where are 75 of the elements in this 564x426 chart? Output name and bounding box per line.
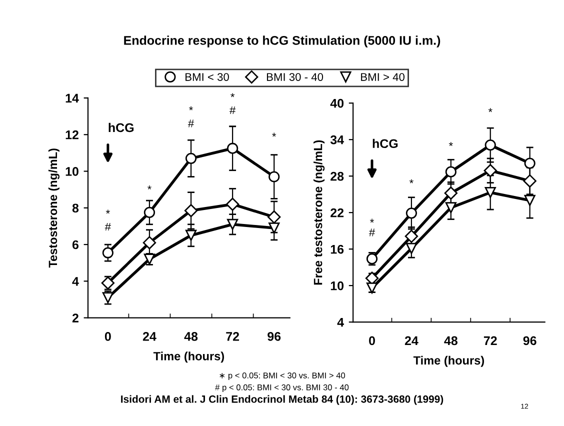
x-tick-label: 24	[404, 336, 418, 346]
x-axis-title: Time (hours)	[413, 356, 484, 367]
y-tick-label: 22	[330, 208, 344, 218]
y-tick-label: 2	[72, 314, 78, 322]
point	[444, 186, 458, 200]
annotation: #	[188, 120, 194, 128]
point	[406, 208, 418, 219]
text: Isidori AM et al. J Clin Endocrinol Metab 84 (10): 3673-3680 (1999)	[121, 395, 444, 405]
point	[524, 194, 536, 206]
x-tick-label: 72	[484, 336, 497, 346]
x-tick-label: 24	[142, 332, 156, 341]
point	[404, 230, 418, 243]
x-tick-label: 96	[523, 336, 536, 346]
y-tick-label: 6	[72, 240, 79, 250]
text: *	[230, 93, 235, 98]
y-tick-label: 16	[330, 244, 344, 254]
point	[268, 171, 280, 182]
y-axis-title: Free testosterone (ng/mL)	[314, 140, 325, 285]
chart-title: Endocrine response to hCG Stimulation (5000 IU i.m.)	[124, 36, 440, 48]
point	[445, 202, 456, 214]
point	[406, 242, 418, 254]
y-tick-label: 10	[66, 167, 78, 176]
annotation: #	[104, 222, 111, 231]
y-tick-label: 8	[72, 204, 79, 213]
y-tick-label: 10	[330, 281, 344, 290]
point	[227, 142, 238, 154]
annotation: *	[409, 179, 414, 184]
point	[184, 204, 198, 218]
y-tick-label: 14	[66, 94, 79, 103]
annotation: #	[230, 106, 236, 114]
point	[144, 206, 156, 218]
point	[101, 276, 115, 290]
annotation: *	[448, 142, 453, 146]
point	[185, 230, 197, 241]
annotation: *	[106, 210, 110, 214]
legend-label: BMI < 30	[186, 73, 229, 81]
point	[102, 247, 114, 258]
annotation: hCG	[108, 122, 134, 132]
point	[445, 166, 456, 178]
point	[268, 222, 280, 234]
x-tick-label: 0	[369, 336, 375, 346]
annotation: *	[370, 218, 374, 223]
point	[524, 158, 536, 169]
point	[268, 210, 281, 224]
text: # p < 0.05: BMI < 30 vs. BMI 30 - 40	[215, 384, 349, 392]
y-axis-title: Testosterone (ng/mL)	[48, 148, 60, 268]
point	[484, 186, 496, 198]
legend-label: BMI 30 - 40	[266, 73, 324, 81]
legend-label: BMI > 40	[361, 73, 404, 81]
y-tick-label: 12	[66, 130, 78, 140]
y-tick-label: 4	[72, 277, 79, 286]
x-tick-label: 96	[268, 332, 281, 341]
y-tick-label: 4	[337, 318, 344, 327]
annotation: *	[272, 132, 276, 137]
x-axis-title: Time (hours)	[153, 352, 224, 363]
x-tick-label: 0	[104, 332, 111, 341]
point	[484, 140, 496, 151]
point	[185, 152, 197, 164]
point	[484, 164, 497, 178]
annotation: *	[147, 186, 152, 190]
x-tick-label: 48	[444, 336, 458, 346]
point	[523, 174, 536, 188]
x-tick-label: 72	[226, 332, 240, 341]
annotation: *	[488, 108, 492, 112]
annotation: *	[189, 106, 194, 110]
y-tick-label: 28	[330, 172, 344, 181]
annotation: #	[368, 228, 376, 236]
x-tick-label: 48	[184, 332, 198, 341]
y-tick-label: 34	[330, 135, 344, 144]
point	[142, 236, 156, 250]
point	[226, 198, 240, 211]
point	[227, 218, 238, 230]
y-tick-label: 40	[330, 98, 344, 108]
annotation: hCG	[372, 138, 398, 148]
text: ∗ p < 0.05: BMI < 30 vs. BMI > 40	[220, 372, 346, 380]
